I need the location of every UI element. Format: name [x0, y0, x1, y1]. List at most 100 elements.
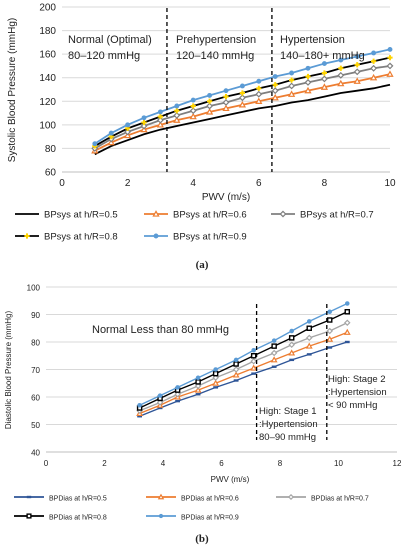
- data-point: [157, 493, 165, 500]
- series-line: [139, 322, 348, 412]
- data-point: [289, 77, 295, 83]
- series-bpdias-at-h-r-0-7: [136, 319, 351, 414]
- data-point: [272, 82, 278, 88]
- data-point: [337, 71, 345, 79]
- x-tick-label: 4: [161, 459, 166, 468]
- data-point: [213, 367, 218, 372]
- data-point: [271, 343, 277, 349]
- data-point: [305, 73, 311, 80]
- data-point: [256, 78, 262, 84]
- data-point: [232, 371, 240, 378]
- y-tick-label: 50: [31, 421, 40, 430]
- y-tick-label: 80: [45, 144, 57, 155]
- data-point: [353, 77, 361, 84]
- data-point: [289, 328, 295, 334]
- data-point: [189, 107, 197, 115]
- annotation-prehypertension-title: Prehypertension: [176, 34, 256, 46]
- data-point: [194, 386, 202, 393]
- data-point: [338, 57, 344, 63]
- data-point: [125, 122, 131, 128]
- legend-item: BPsys at h/R=0.8: [15, 232, 118, 243]
- y-tick-label: 60: [45, 168, 57, 179]
- data-point: [156, 121, 165, 128]
- series-lines: [91, 46, 394, 156]
- data-point: [288, 349, 296, 356]
- legend-item: BPDias at h/R=0.7: [276, 493, 369, 503]
- data-point: [305, 65, 311, 71]
- legend: BPsys at h/R=0.5 BPsys at h/R=0.6 BPsys at…: [15, 210, 374, 243]
- data-point: [271, 93, 279, 101]
- panel-label: (a): [196, 259, 209, 271]
- data-point: [233, 361, 239, 367]
- legend-label: BPDias at h/R=0.9: [181, 515, 239, 522]
- data-point: [250, 364, 258, 371]
- data-point: [141, 119, 147, 126]
- data-point: [157, 114, 163, 120]
- data-point: [353, 68, 361, 76]
- series-line: [139, 331, 348, 415]
- data-point: [344, 301, 350, 306]
- annotation-stage1-line2: :Hypertension: [259, 419, 318, 430]
- annotation-normal-range: 80–120 mmHg: [68, 50, 140, 62]
- x-tick-label: 8: [322, 178, 328, 189]
- legend-item: BPDias at h/R=0.9: [146, 513, 239, 522]
- legend-item: BPDias at h/R=0.8: [14, 513, 107, 522]
- data-point: [250, 358, 257, 365]
- data-point: [223, 88, 229, 94]
- series-line: [139, 311, 348, 409]
- category-dividers: [166, 8, 273, 172]
- legend-label: BPDias at h/R=0.5: [49, 496, 107, 503]
- data-point: [212, 374, 219, 381]
- data-point: [343, 328, 351, 335]
- data-point: [239, 90, 245, 96]
- series-line: [94, 83, 391, 156]
- legend-label: BPDias at h/R=0.7: [311, 496, 369, 503]
- y-axis-label: Diastolic Blood Pressure (mmHg): [4, 311, 13, 430]
- data-point: [371, 58, 377, 64]
- data-point: [26, 513, 32, 519]
- systolic-chart: 60 80 100 120 140 160 180 200 0 2 4 6 8 10 Normal (Op…: [7, 3, 396, 272]
- data-point: [222, 104, 230, 112]
- data-point: [327, 309, 333, 315]
- annotation-stage2-line1: High: Stage 2: [328, 374, 386, 385]
- data-point: [194, 382, 202, 390]
- data-point: [288, 341, 295, 348]
- data-point: [207, 92, 213, 98]
- data-point: [288, 335, 295, 341]
- data-point: [270, 356, 278, 363]
- data-point: [271, 87, 279, 95]
- data-point: [212, 370, 219, 377]
- y-tick-label: 80: [31, 339, 40, 348]
- data-point: [174, 391, 181, 398]
- data-point: [175, 385, 180, 390]
- data-point: [250, 353, 257, 359]
- data-point: [238, 100, 247, 108]
- data-point: [326, 327, 333, 335]
- annotation-normal-title: Normal (Optimal): [68, 34, 152, 46]
- data-point: [270, 349, 278, 357]
- series-bpsys-at-h-r-0-5: [94, 83, 391, 156]
- data-point: [304, 86, 312, 94]
- data-point: [174, 103, 180, 109]
- data-point: [157, 109, 163, 115]
- x-axis-label: PWV (m/s): [211, 475, 250, 484]
- data-point: [255, 90, 263, 98]
- legend-label: BPsys at h/R=0.9: [173, 232, 247, 243]
- data-point: [337, 79, 345, 87]
- y-tick-label: 70: [31, 366, 40, 375]
- x-tick-label: 2: [102, 459, 107, 468]
- annotation-stage1-line3: 80–90 mmHg: [259, 432, 316, 443]
- x-tick-label: 0: [59, 178, 65, 189]
- tick-labels: 40 50 60 70 80 90 100 0 2 4 6 8 10 12: [27, 284, 402, 469]
- data-point: [255, 97, 263, 104]
- data-point: [173, 116, 181, 123]
- annotation-normal: Normal Less than 80 mmHg: [92, 324, 229, 336]
- data-point: [305, 342, 313, 349]
- legend: BPDias at h/R=0.5 BPDias at h/R=0.6 BPDias…: [14, 493, 369, 522]
- legend-item: BPsys at h/R=0.5: [15, 210, 118, 221]
- annotation-prehypertension-range: 120–140 mmHg: [176, 50, 254, 62]
- annotation-hypertension-title: Hypertension: [280, 34, 345, 46]
- data-point: [212, 379, 220, 386]
- series-bpdias-at-h-r-0-6: [136, 328, 351, 417]
- data-point: [158, 513, 164, 519]
